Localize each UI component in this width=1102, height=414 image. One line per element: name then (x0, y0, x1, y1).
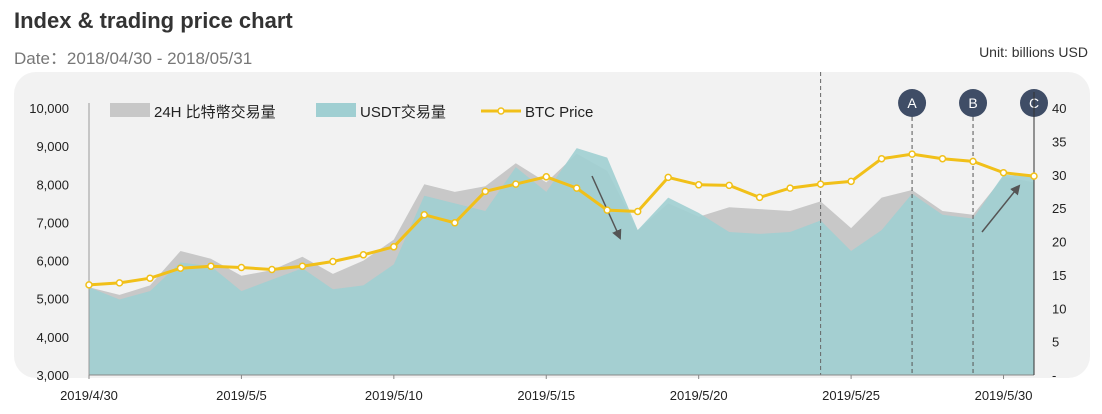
left-tick-label: 6,000 (36, 254, 69, 269)
btc-price-point (329, 257, 337, 266)
legend-swatch-point (497, 107, 505, 115)
legend-label-2: USDT交易量 (360, 103, 446, 121)
btc-price-point (755, 193, 764, 202)
left-tick-label: 4,000 (36, 330, 69, 345)
x-tick-label: 2019/4/30 (60, 388, 118, 403)
btc-price-point (816, 180, 825, 188)
btc-price-point (572, 184, 581, 192)
left-tick-label: 9,000 (36, 139, 69, 154)
legend-label-3: BTC Price (525, 104, 593, 121)
unit-label: Unit: billions USD (979, 44, 1088, 60)
left-tick-label: 5,000 (36, 292, 69, 307)
left-tick-label: 10,000 (29, 101, 69, 116)
btc-price-point (694, 181, 703, 189)
right-tick-label: 20 (1052, 235, 1066, 250)
btc-price-point (146, 274, 154, 282)
btc-price-point (481, 187, 490, 196)
btc-price-point (1030, 172, 1038, 180)
marker-label-b: B (968, 95, 977, 111)
x-tick-label: 2019/5/5 (216, 388, 267, 403)
right-tick-label: 5 (1052, 335, 1059, 350)
legend-swatch-1 (110, 103, 150, 117)
btc-price-point (176, 264, 185, 272)
right-tick-label: 25 (1052, 201, 1066, 216)
btc-price-point (359, 251, 368, 259)
btc-price-point (115, 279, 124, 287)
btc-price-point (999, 168, 1008, 177)
x-tick-label: 2019/5/30 (975, 388, 1033, 403)
x-tick-label: 2019/5/20 (670, 388, 728, 403)
right-tick-label: 30 (1052, 168, 1066, 183)
marker-label-a: A (907, 95, 917, 111)
chart-date-range: Date：2018/04/30 - 2018/05/31 (14, 49, 253, 68)
left-tick-label: 8,000 (36, 177, 69, 192)
right-tick-label: - (1052, 368, 1056, 383)
legend-label-1: 24H 比特幣交易量 (154, 103, 276, 121)
btc-price-point (420, 211, 429, 219)
btc-price-point (633, 207, 642, 216)
btc-price-point (298, 262, 307, 270)
btc-price-point (207, 262, 215, 270)
btc-price-point (603, 206, 611, 214)
marker-circle-b (959, 89, 988, 117)
marker-circle-a (898, 89, 927, 117)
btc-price-point (512, 180, 520, 188)
right-tick-label: 40 (1052, 101, 1066, 116)
right-tick-label: 35 (1052, 134, 1066, 149)
btc-price-point (969, 157, 977, 166)
btc-price-point (786, 184, 794, 192)
up-trend-arrow-icon (981, 184, 1021, 233)
btc-price-line (88, 152, 1035, 287)
x-tick-label: 2019/5/10 (365, 388, 423, 403)
x-tick-label: 2019/5/15 (517, 388, 575, 403)
area-series-2 (89, 148, 1034, 375)
chart-title: Index & trading price chart (14, 8, 293, 33)
btc-price-point (542, 173, 551, 181)
btc-price-point (85, 281, 93, 289)
btc-price-point (390, 243, 398, 251)
left-tick-label: 7,000 (36, 215, 69, 230)
right-tick-label: 15 (1052, 268, 1066, 283)
x-tick-label: 2019/5/25 (822, 388, 880, 403)
right-tick-label: 10 (1052, 301, 1066, 316)
btc-price-point (664, 173, 672, 182)
btc-price-point (237, 263, 246, 272)
left-tick-label: 3,000 (36, 368, 69, 383)
btc-price-point (908, 150, 916, 158)
legend-swatch-2 (316, 103, 356, 117)
btc-price-point (938, 154, 947, 163)
btc-price-point (451, 219, 459, 227)
btc-price-point (847, 177, 855, 186)
btc-price-point (877, 154, 886, 163)
btc-price-point (725, 181, 733, 190)
btc-price-point (268, 265, 276, 274)
